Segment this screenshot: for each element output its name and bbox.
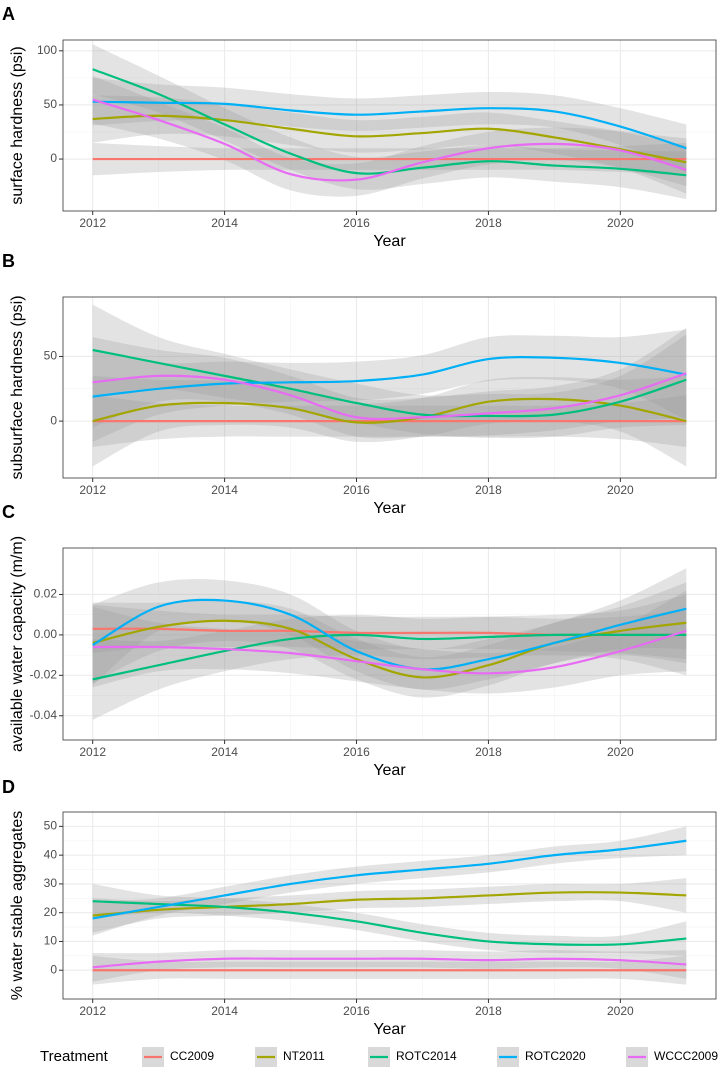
series-line [92, 619, 687, 679]
x-tick-label: 2014 [211, 1004, 238, 1018]
series-line [92, 372, 687, 421]
y-axis-title: available water capacity (m/m) [9, 536, 26, 752]
x-tick-label: 2020 [607, 483, 634, 497]
y-axis-title: surface hardness (psi) [9, 46, 26, 204]
y-tick-label: 50 [44, 97, 58, 111]
confidence-band [92, 590, 687, 694]
x-tick-label: 2016 [343, 483, 370, 497]
series-line [92, 629, 687, 675]
y-tick-label: 0 [50, 962, 57, 976]
x-axis-title: Year [373, 233, 406, 250]
series-line [92, 100, 687, 150]
x-tick-label: 2016 [343, 745, 370, 759]
y-tick-label: 30 [44, 876, 58, 890]
series-line [92, 957, 687, 969]
panel-label: D [2, 777, 15, 797]
panel-label: A [2, 4, 15, 24]
confidence-band [92, 75, 687, 197]
x-tick-label: 2016 [343, 1004, 370, 1018]
x-tick-label: 2018 [475, 1004, 502, 1018]
x-tick-label: 2018 [475, 216, 502, 230]
x-tick-label: 2018 [475, 483, 502, 497]
series-line [92, 900, 687, 946]
x-tick-label: 2020 [607, 745, 634, 759]
plot-border [62, 39, 717, 212]
plot-area [63, 548, 716, 740]
plot-area [63, 297, 716, 478]
panel-label: B [2, 251, 15, 271]
x-axis-title: Year [373, 1021, 406, 1038]
plot-area [63, 812, 716, 999]
confidence-band [92, 582, 687, 698]
x-tick-label: 2014 [211, 745, 238, 759]
confidence-band [92, 77, 687, 173]
confidence-band [92, 568, 687, 690]
x-tick-label: 2018 [475, 745, 502, 759]
confidence-band [92, 826, 687, 936]
series-line [92, 348, 687, 418]
y-tick-label: 40 [44, 847, 58, 861]
panel-label: C [2, 502, 15, 522]
confidence-band [92, 604, 687, 660]
y-tick-label: 50 [44, 349, 58, 363]
x-axis-title: Year [373, 762, 406, 779]
x-tick-label: 2012 [79, 745, 106, 759]
x-tick-label: 2014 [211, 483, 238, 497]
legend-title: Treatment [40, 1048, 109, 1065]
series-line [92, 891, 687, 917]
y-tick-label: -0.04 [30, 708, 58, 722]
y-tick-label: 100 [37, 43, 57, 57]
series-line [92, 98, 687, 182]
series-line [92, 839, 687, 920]
y-axis-title: % water stable aggregates [9, 811, 26, 1000]
series-line [92, 356, 687, 398]
x-tick-label: 2012 [79, 1004, 106, 1018]
y-tick-label: 0 [50, 413, 57, 427]
x-tick-label: 2012 [79, 216, 106, 230]
confidence-band [92, 95, 687, 187]
confidence-band [92, 883, 687, 956]
x-tick-label: 2012 [79, 483, 106, 497]
x-axis-title: Year [373, 500, 406, 517]
x-tick-label: 2020 [607, 1004, 634, 1018]
y-tick-label: 0.00 [34, 627, 58, 641]
plot-border [62, 811, 717, 1000]
confidence-band [92, 594, 687, 720]
x-tick-label: 2016 [343, 216, 370, 230]
series-line [92, 114, 687, 164]
y-axis-title: subsurface hardness (psi) [9, 295, 26, 479]
y-tick-label: 0 [50, 151, 57, 165]
x-tick-label: 2020 [607, 216, 634, 230]
series-line [92, 397, 687, 424]
y-tick-label: 20 [44, 905, 58, 919]
legend-label: CC2009 [170, 1049, 214, 1063]
legend-label: NT2011 [283, 1049, 325, 1063]
plot-border [62, 547, 717, 741]
y-tick-label: 50 [44, 819, 58, 833]
y-tick-label: 10 [44, 934, 58, 948]
plot-area [63, 40, 716, 211]
legend-label: WCCC2009 [654, 1049, 718, 1063]
series-line [92, 598, 687, 671]
confidence-band [92, 304, 687, 439]
confidence-band [92, 44, 687, 200]
plot-border [62, 296, 717, 479]
plot-background [63, 548, 716, 740]
legend-label: ROTC2020 [525, 1049, 586, 1063]
confidence-band [92, 878, 687, 933]
legend-label: ROTC2014 [396, 1049, 457, 1063]
x-tick-label: 2014 [211, 216, 238, 230]
y-tick-label: 0.02 [34, 587, 58, 601]
y-tick-label: -0.02 [30, 667, 58, 681]
